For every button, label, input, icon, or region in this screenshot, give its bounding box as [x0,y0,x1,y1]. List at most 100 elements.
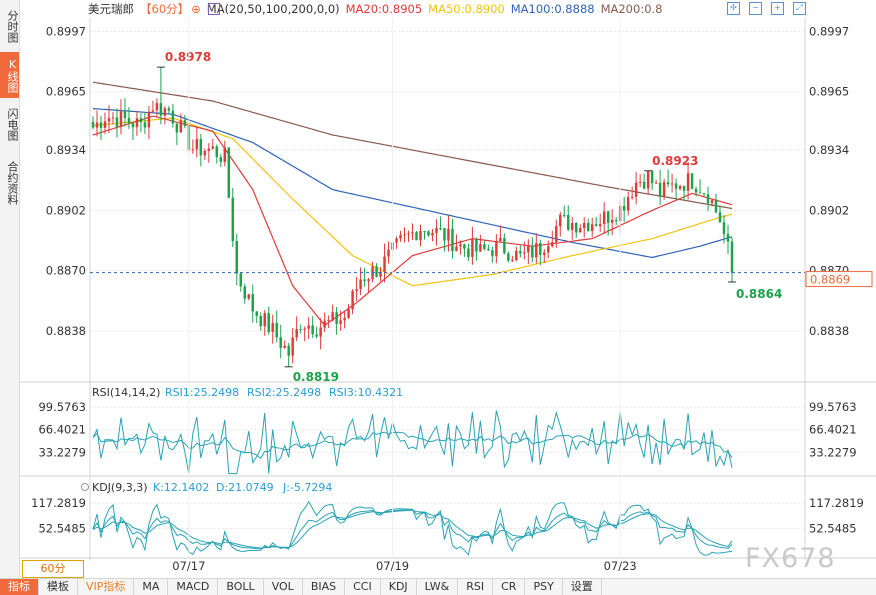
candle-body [463,244,466,249]
price-tick-left: 0.8902 [46,203,86,217]
candle-body [375,266,378,277]
chart-toolbar: ✣ − + ⤢ [727,2,806,15]
candle-body [714,200,718,213]
candle [638,174,642,188]
tab-vip-indicators[interactable]: VIP指标 [78,579,135,595]
period-label: 【60分】 [140,2,190,16]
tab-ma[interactable]: MA [134,579,169,595]
chart-canvas[interactable]: 0.8997 0.8965 0.8934 0.8902 0.8870 0.8838 0.8… [0,0,876,578]
tab-cci[interactable]: CCI [345,579,381,595]
candle-body [195,139,199,150]
candle [670,173,674,193]
candle-body [255,311,258,317]
candle-body [630,196,634,198]
tab-kline[interactable]: K线图 [0,52,19,98]
watermark-logo: FX678 [745,543,836,574]
candle-body [654,182,658,184]
candle [586,218,590,232]
candle [247,293,250,301]
tab-cr[interactable]: CR [493,579,526,595]
candle-body [211,146,215,149]
candle-body [171,110,175,124]
candle [139,113,143,133]
candle-body [147,111,151,128]
candle-body [231,197,235,242]
candle [594,217,598,227]
tab-lw[interactable]: LW& [417,579,459,595]
tab-contract-info[interactable]: 合约资料 [6,161,19,205]
tab-lightning[interactable]: 闪电图 [6,107,19,141]
candle-body [690,173,694,189]
kdj-settings-icon[interactable] [81,483,89,491]
candle [698,179,702,194]
candle-body [515,250,518,261]
tab-psy[interactable]: PSY [525,579,563,595]
candle [666,169,670,188]
kdj-tick-left: 52.5485 [38,521,86,535]
candle-body [367,279,370,281]
rsi2-value: RSI2:25.2498 [247,386,321,399]
plus-icon[interactable]: ⊕ [191,2,201,16]
tab-timeshare[interactable]: 分时图 [6,9,19,43]
period-select[interactable]: 60分 [22,560,84,578]
fullscreen-icon[interactable]: ⤢ [793,2,806,15]
candle-body [247,294,250,299]
candle-body [479,244,482,252]
tab-indicators[interactable]: 指标 [0,579,39,595]
ma-label: MA(20,50,100,200,0,0) [206,2,340,16]
fit-icon[interactable]: ✣ [727,2,740,15]
candle-body [359,279,362,290]
candle-body [427,231,430,236]
candle [283,340,286,349]
candle [367,278,370,293]
candle-body [283,345,286,348]
candle [487,244,490,251]
zoom-out-icon[interactable]: − [749,2,762,15]
left-rail: 分时图 K线图 闪电图 合约资料 [0,0,20,578]
date-label: 07/19 [376,559,409,573]
zoom-in-icon[interactable]: + [771,2,784,15]
candle-body [491,250,494,257]
candle [91,116,95,130]
tab-rsi[interactable]: RSI [458,579,494,595]
tab-kdj[interactable]: KDJ [381,579,417,595]
candle [347,304,350,320]
candle-body [579,228,582,233]
ma-settings-icon[interactable] [208,3,220,15]
candle [575,222,578,238]
tab-bias[interactable]: BIAS [303,579,346,595]
candle [95,110,99,137]
candle [563,205,566,218]
candle [495,234,498,264]
candle-body [403,234,406,236]
candle [363,268,366,287]
candle [167,106,171,114]
tab-vol[interactable]: VOL [264,579,303,595]
candle-body [706,194,710,204]
tab-boll[interactable]: BOLL [218,579,264,595]
candle [678,184,682,191]
candle-body [159,103,163,116]
candle-body [119,111,123,128]
tab-template[interactable]: 模板 [39,579,78,595]
tab-settings[interactable]: 设置 [563,579,602,595]
candle [519,245,522,258]
price-grid [90,30,805,332]
candle [279,324,282,359]
candle [395,236,398,249]
candle [475,237,478,261]
candle-body [710,200,714,204]
candle-body [614,219,618,222]
tab-macd[interactable]: MACD [168,579,219,595]
candle-body [111,117,115,119]
kdj-k-line [92,509,733,550]
ma100-line [92,108,733,259]
candle [515,246,518,262]
candle [686,161,690,200]
price-tick-left: 0.8934 [46,143,86,157]
candle-body [191,149,195,151]
kdj-j-value: J:-5.7294 [282,481,332,494]
candle [610,209,614,236]
candle-body [415,232,418,241]
candlesticks[interactable] [91,67,734,367]
